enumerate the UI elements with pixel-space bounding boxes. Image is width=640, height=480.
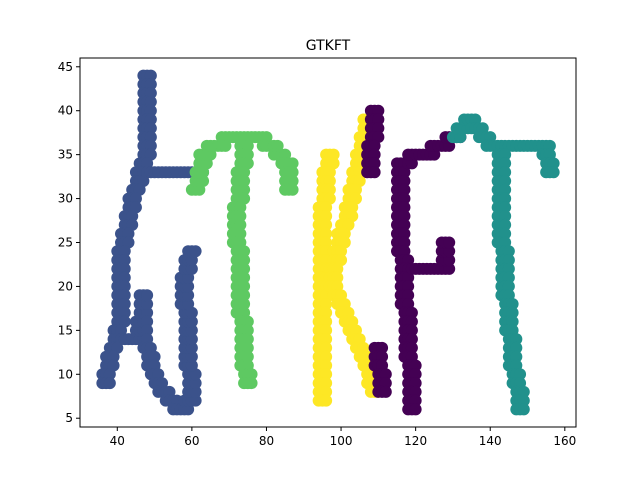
- y-tick-label: 15: [58, 323, 73, 337]
- y-tick-label: 45: [58, 60, 73, 74]
- x-tick-label: 160: [553, 434, 576, 448]
- data-point: [141, 289, 154, 302]
- data-point: [443, 236, 456, 249]
- y-tick-label: 5: [65, 411, 73, 425]
- y-tick-label: 35: [58, 148, 73, 162]
- data-point: [141, 315, 154, 328]
- axis-ticks: 40 60 80 100 120 140 160 5 10 15 20 25 30 35 40 45: [58, 60, 577, 448]
- data-point: [141, 324, 154, 337]
- scatter-points: [96, 69, 560, 416]
- x-tick-label: 100: [330, 434, 353, 448]
- y-tick-label: 20: [58, 279, 73, 293]
- plot-frame: [79, 57, 577, 428]
- y-tick-label: 30: [58, 192, 73, 206]
- data-point: [103, 377, 116, 390]
- data-point: [286, 183, 299, 196]
- series-g: [96, 69, 210, 416]
- data-point: [547, 166, 560, 179]
- x-tick-label: 60: [184, 434, 199, 448]
- series-t2: [446, 113, 560, 416]
- data-point: [245, 377, 258, 390]
- data-point: [409, 403, 422, 416]
- chart-title: GTKFT: [306, 38, 351, 54]
- data-point: [379, 385, 392, 398]
- x-tick-label: 140: [479, 434, 502, 448]
- data-point: [517, 403, 530, 416]
- data-point: [189, 245, 202, 258]
- x-tick-label: 80: [259, 434, 274, 448]
- series-t1: [185, 131, 299, 390]
- data-point: [368, 166, 381, 179]
- y-tick-label: 40: [58, 104, 73, 118]
- x-tick-label: 40: [110, 434, 125, 448]
- y-tick-label: 10: [58, 367, 73, 381]
- series-f: [361, 104, 467, 416]
- y-tick-label: 25: [58, 236, 73, 250]
- data-point: [320, 394, 333, 407]
- x-tick-label: 120: [404, 434, 427, 448]
